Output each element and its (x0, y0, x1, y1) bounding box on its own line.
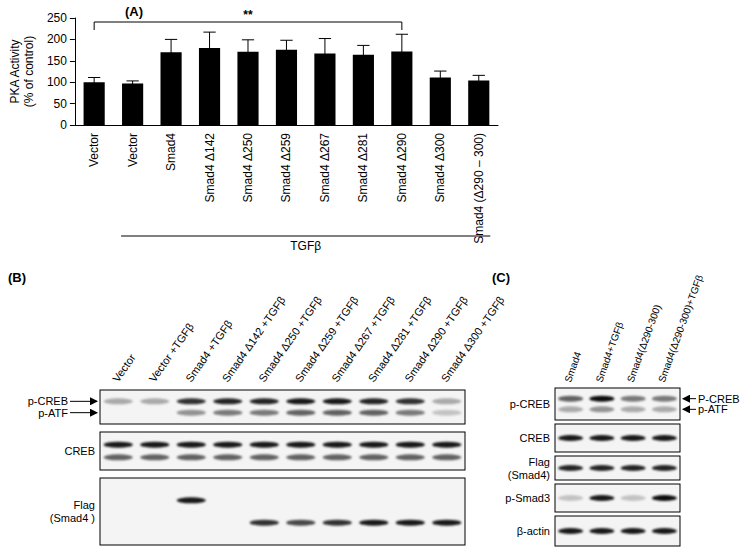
svg-text:Smad4 +TGFβ: Smad4 +TGFβ (183, 317, 235, 385)
svg-text:p-CREB: p-CREB (28, 395, 68, 407)
svg-text:(Smad4 ): (Smad4 ) (50, 512, 95, 524)
svg-text:Smad4(Δ290-300): Smad4(Δ290-300) (625, 303, 663, 384)
svg-text:p-ATF: p-ATF (38, 407, 68, 419)
svg-text:Smad4 Δ250: Smad4 Δ250 (241, 133, 255, 203)
svg-text:(Smad4): (Smad4) (508, 469, 550, 481)
svg-text:Smad4 Δ259 +TGFβ: Smad4 Δ259 +TGFβ (293, 294, 361, 384)
svg-text:Smad4 (Δ290 – 300): Smad4 (Δ290 – 300) (472, 133, 486, 244)
svg-text:p-CREB: p-CREB (510, 398, 550, 410)
svg-text:CREB: CREB (519, 432, 550, 444)
svg-text:(C): (C) (492, 270, 510, 285)
svg-text:Flag: Flag (74, 499, 95, 511)
svg-text:β-actin: β-actin (517, 525, 550, 537)
svg-text:100: 100 (47, 75, 67, 89)
svg-text:Vector: Vector (87, 133, 101, 167)
svg-text:50: 50 (54, 97, 68, 111)
svg-text:Smad4: Smad4 (562, 350, 583, 384)
svg-text:**: ** (243, 8, 253, 22)
svg-text:CREB: CREB (64, 445, 95, 457)
svg-text:P-CREB: P-CREB (698, 392, 740, 405)
svg-text:Smad4(Δ290-300)+TGFβ: Smad4(Δ290-300)+TGFβ (656, 273, 705, 383)
svg-text:Vector +TGFβ: Vector +TGFβ (146, 320, 196, 385)
svg-text:p-Smad3: p-Smad3 (505, 492, 550, 504)
svg-text:200: 200 (47, 32, 67, 46)
svg-text:Smad4+TGFβ: Smad4+TGFβ (593, 320, 625, 383)
svg-text:Smad4 Δ250 +TGFβ: Smad4 Δ250 +TGFβ (256, 294, 324, 384)
svg-text:Smad4 Δ259: Smad4 Δ259 (279, 133, 293, 203)
svg-text:p-ATF: p-ATF (698, 403, 728, 415)
svg-text:150: 150 (47, 54, 67, 68)
svg-text:Smad4 Δ300 +TGFβ: Smad4 Δ300 +TGFβ (439, 294, 507, 384)
svg-text:Flag: Flag (529, 456, 550, 468)
svg-text:Smad4 Δ281 +TGFβ: Smad4 Δ281 +TGFβ (366, 294, 434, 384)
svg-text:Smad4 Δ300: Smad4 Δ300 (433, 133, 447, 203)
svg-text:PKA Activity: PKA Activity (8, 39, 22, 103)
svg-text:(A): (A) (125, 4, 143, 19)
svg-text:TGFβ: TGFβ (290, 239, 321, 253)
svg-text:Smad4 Δ142 +TGFβ: Smad4 Δ142 +TGFβ (220, 294, 288, 384)
svg-text:Smad4 Δ142: Smad4 Δ142 (203, 133, 217, 203)
svg-text:Smad4 Δ290: Smad4 Δ290 (395, 133, 409, 203)
svg-text:0: 0 (60, 118, 67, 132)
svg-text:Smad4 Δ290 +TGFβ: Smad4 Δ290 +TGFβ (402, 294, 470, 384)
svg-text:Smad4 Δ281: Smad4 Δ281 (356, 133, 370, 203)
svg-text:Smad4: Smad4 (164, 133, 178, 171)
svg-text:Smad4 Δ267 +TGFβ: Smad4 Δ267 +TGFβ (329, 294, 397, 384)
svg-text:Vector: Vector (126, 133, 140, 167)
svg-text:Vector: Vector (110, 351, 138, 384)
svg-text:Smad4 Δ267: Smad4 Δ267 (318, 133, 332, 203)
svg-text:(% of control): (% of control) (22, 36, 36, 107)
svg-text:(B): (B) (8, 270, 26, 285)
svg-text:250: 250 (47, 11, 67, 25)
